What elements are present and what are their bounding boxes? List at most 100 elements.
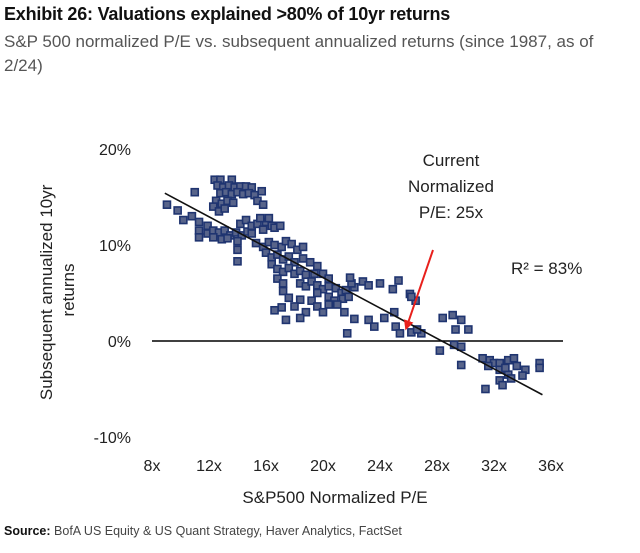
chart-title: Exhibit 26: Valuations explained >80% of…	[4, 4, 451, 24]
data-point	[264, 213, 274, 223]
data-point	[287, 239, 296, 249]
data-point	[270, 305, 279, 315]
data-point	[233, 257, 242, 266]
data-point	[324, 281, 334, 291]
data-point	[233, 245, 242, 255]
y-tick-label: -10%	[94, 430, 131, 447]
data-point	[290, 302, 299, 311]
data-point	[194, 233, 204, 242]
data-point	[305, 257, 315, 267]
data-point	[340, 307, 349, 317]
data-point	[258, 225, 268, 234]
data-point	[284, 263, 294, 273]
data-point	[456, 315, 466, 325]
data-point	[395, 329, 405, 338]
data-point	[228, 198, 238, 208]
data-point	[173, 206, 182, 215]
data-point	[344, 292, 353, 302]
data-point	[233, 236, 242, 246]
data-point	[345, 273, 355, 282]
data-point	[518, 371, 527, 380]
data-point	[509, 353, 519, 363]
data-point	[208, 233, 218, 242]
data-point	[448, 310, 457, 320]
data-point	[190, 187, 200, 197]
data-point	[275, 221, 285, 231]
x-tick-label: 36x	[538, 458, 564, 475]
data-point	[298, 242, 308, 252]
data-point	[394, 276, 403, 285]
data-point	[301, 281, 311, 291]
data-point	[375, 279, 385, 288]
data-point	[295, 295, 305, 305]
data-point	[278, 286, 288, 296]
data-point	[312, 261, 322, 271]
data-point	[270, 240, 279, 250]
source-label: Source:	[4, 524, 51, 538]
data-point	[332, 300, 342, 309]
data-point	[162, 200, 172, 209]
data-point	[277, 303, 286, 312]
x-tick-label: 32x	[481, 458, 507, 475]
data-point	[278, 279, 288, 288]
data-point	[318, 307, 328, 317]
data-point	[451, 325, 460, 334]
data-point	[364, 281, 373, 290]
y-tick-label: 10%	[99, 238, 131, 255]
y-tick-label: 0%	[108, 334, 131, 351]
data-point	[407, 292, 416, 302]
data-point	[324, 300, 334, 309]
data-point	[435, 346, 445, 355]
data-point	[456, 342, 466, 352]
data-point	[481, 384, 490, 394]
data-point	[350, 314, 359, 324]
data-point	[220, 204, 229, 213]
data-point	[223, 233, 232, 243]
data-point	[301, 307, 311, 317]
data-point	[498, 380, 507, 390]
x-tick-label: 20x	[310, 458, 336, 475]
annotation-line-3: P/E: 25x	[419, 203, 484, 222]
data-point	[501, 363, 510, 373]
source-text: BofA US Equity & US Quant Strategy, Have…	[54, 524, 402, 538]
data-point	[241, 215, 251, 225]
data-point	[179, 215, 188, 225]
annotation-line-1: Current	[423, 151, 480, 170]
data-point	[464, 325, 473, 334]
data-point	[247, 229, 257, 238]
annotation-line-2: Normalized	[408, 177, 494, 196]
data-point	[295, 313, 305, 323]
data-point	[342, 329, 352, 338]
x-tick-label: 8x	[144, 458, 161, 475]
x-axis-title: S&P500 Normalized P/E	[242, 488, 427, 507]
r-squared-label: R² = 83%	[511, 259, 582, 278]
data-point	[267, 259, 277, 269]
y-tick-label: 20%	[99, 142, 131, 159]
data-point	[379, 313, 389, 323]
x-tick-label: 28x	[424, 458, 450, 475]
x-tick-label: 12x	[196, 458, 222, 475]
data-point	[456, 360, 466, 370]
data-point	[284, 293, 294, 303]
data-point	[512, 361, 522, 371]
data-point	[208, 202, 218, 211]
data-point	[364, 315, 373, 325]
x-tick-label: 16x	[253, 458, 279, 475]
trendline	[164, 192, 543, 396]
chart-subtitle: S&P 500 normalized P/E vs. subsequent an…	[4, 32, 594, 75]
data-point	[369, 322, 379, 331]
data-point	[298, 254, 308, 263]
data-point	[312, 302, 322, 311]
data-point	[301, 270, 311, 280]
y-axis-title: Subsequent annualized 10yr returns	[37, 180, 78, 400]
data-point	[535, 363, 544, 373]
data-point	[258, 200, 268, 209]
data-point	[438, 313, 448, 323]
data-point	[261, 248, 271, 257]
data-point	[257, 186, 267, 196]
data-point	[307, 296, 316, 305]
annotation-arrow	[403, 249, 434, 331]
data-point	[388, 284, 398, 294]
data-point	[281, 315, 291, 325]
